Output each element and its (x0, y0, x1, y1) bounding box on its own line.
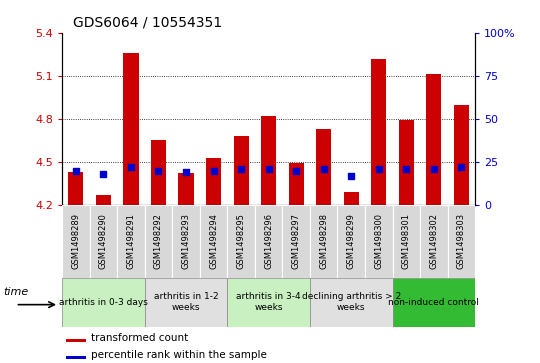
Bar (68, 172, 84, 205)
Text: transformed count: transformed count (91, 333, 188, 343)
Bar (233, 136, 249, 205)
Bar (62, 278, 145, 327)
Bar (255, 205, 282, 278)
Bar (393, 278, 475, 327)
Text: GSM1498294: GSM1498294 (209, 213, 218, 269)
Point (265, 166, 273, 172)
Point (457, 164, 465, 170)
Bar (178, 174, 194, 205)
Bar (66, 356, 86, 359)
Text: arthritis in 0-3 days: arthritis in 0-3 days (59, 298, 148, 307)
Text: GSM1498289: GSM1498289 (71, 213, 80, 269)
Point (319, 166, 328, 172)
Text: GSM1498295: GSM1498295 (237, 213, 246, 269)
Text: GSM1498300: GSM1498300 (374, 213, 383, 269)
Bar (96, 195, 111, 205)
Bar (282, 205, 310, 278)
Bar (426, 74, 442, 205)
Text: GSM1498290: GSM1498290 (99, 213, 108, 269)
Bar (227, 205, 255, 278)
Text: declining arthritis > 2
weeks: declining arthritis > 2 weeks (302, 293, 401, 312)
Bar (288, 163, 304, 205)
Bar (371, 58, 387, 205)
Bar (172, 205, 200, 278)
Text: GSM1498301: GSM1498301 (402, 213, 411, 269)
Bar (399, 120, 414, 205)
Bar (200, 205, 227, 278)
Text: arthritis in 1-2
weeks: arthritis in 1-2 weeks (154, 293, 218, 312)
Bar (343, 192, 359, 205)
Bar (454, 105, 469, 205)
Text: arthritis in 3-4
weeks: arthritis in 3-4 weeks (237, 293, 301, 312)
Point (126, 164, 135, 170)
Bar (123, 53, 139, 205)
Point (292, 168, 300, 174)
Point (347, 173, 355, 179)
Bar (310, 278, 393, 327)
Bar (66, 339, 86, 342)
Text: GSM1498293: GSM1498293 (181, 213, 191, 269)
Point (71, 168, 80, 174)
Text: GSM1498292: GSM1498292 (154, 213, 163, 269)
Point (181, 170, 190, 175)
Text: GSM1498302: GSM1498302 (429, 213, 438, 269)
Bar (448, 205, 475, 278)
Text: time: time (3, 287, 29, 297)
Bar (261, 116, 276, 205)
Bar (316, 129, 332, 205)
Bar (338, 205, 365, 278)
Bar (151, 140, 166, 205)
Text: GSM1498291: GSM1498291 (126, 213, 136, 269)
Point (237, 166, 245, 172)
Bar (393, 205, 420, 278)
Bar (117, 205, 145, 278)
Text: GSM1498297: GSM1498297 (292, 213, 301, 269)
Bar (145, 205, 172, 278)
Text: GSM1498296: GSM1498296 (264, 213, 273, 269)
Point (154, 168, 163, 174)
Point (429, 166, 438, 172)
Bar (62, 205, 90, 278)
Bar (145, 278, 227, 327)
Bar (206, 158, 221, 205)
Bar (227, 278, 310, 327)
Bar (365, 205, 393, 278)
Bar (420, 205, 448, 278)
Bar (310, 205, 338, 278)
Point (210, 168, 218, 174)
Point (402, 166, 410, 172)
Text: GSM1498299: GSM1498299 (347, 213, 356, 269)
Text: GSM1498298: GSM1498298 (319, 213, 328, 269)
Bar (90, 205, 117, 278)
Text: non-induced control: non-induced control (388, 298, 480, 307)
Text: GDS6064 / 10554351: GDS6064 / 10554351 (73, 15, 222, 29)
Text: GSM1498303: GSM1498303 (457, 213, 466, 269)
Point (99, 171, 108, 177)
Text: percentile rank within the sample: percentile rank within the sample (91, 350, 267, 360)
Point (374, 166, 383, 172)
